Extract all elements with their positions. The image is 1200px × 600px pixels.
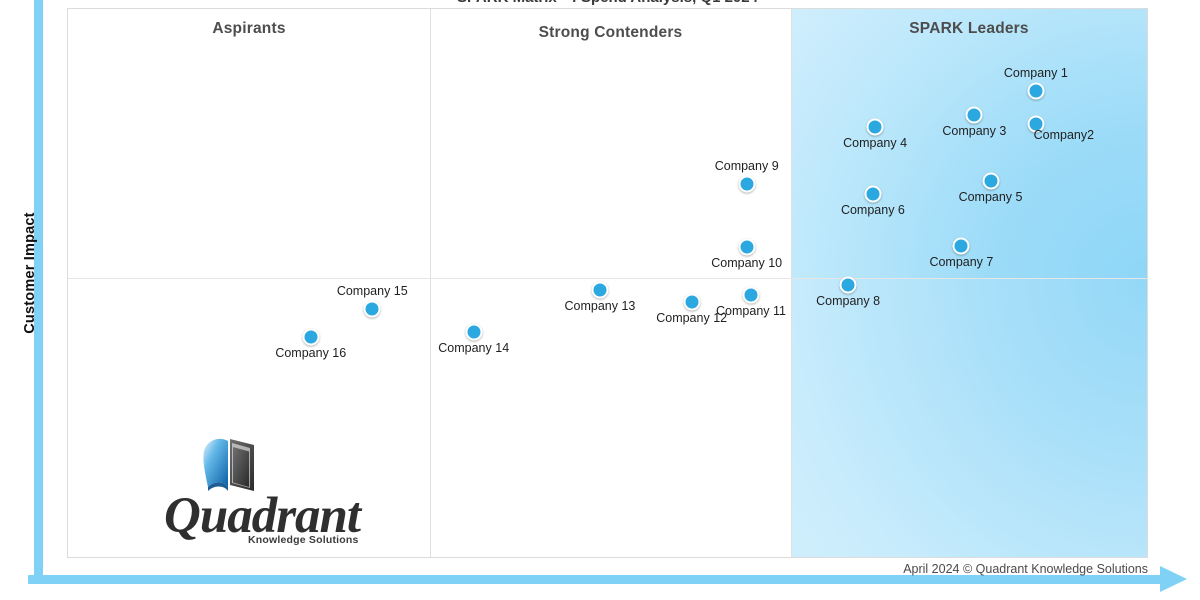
quadrant-logo: Quadrant Knowledge Solutions (164, 433, 379, 546)
data-point-label: Company 10 (711, 255, 783, 270)
data-point[interactable] (742, 286, 760, 304)
data-point-label: Company 6 (840, 203, 905, 218)
quadrant-aspirants-top (68, 9, 430, 278)
quadrant-leaders-bottom (791, 278, 1147, 557)
data-point[interactable] (965, 106, 983, 124)
quadrant-leaders-top (791, 9, 1147, 278)
data-point[interactable] (302, 328, 320, 346)
data-point-label: Company 12 (656, 311, 728, 326)
quadrant-title-aspirants: Aspirants (212, 20, 286, 37)
logo-tagline: Knowledge Solutions (248, 534, 359, 546)
quadrant-divider-right (791, 9, 792, 557)
data-point-label: Company 9 (714, 159, 779, 174)
plot-area: Aspirants Strong Contenders SPARK Leader… (67, 8, 1148, 558)
logo-wordmark: Quadrant (164, 488, 361, 544)
data-point[interactable] (866, 118, 884, 136)
y-axis-bar (34, 0, 43, 582)
data-point[interactable] (738, 175, 756, 193)
data-point-label: Company 8 (816, 294, 881, 309)
data-point[interactable] (683, 293, 701, 311)
data-point-label: Company2 (1033, 127, 1095, 142)
data-point-label: Company 4 (843, 135, 908, 150)
data-point-label: Company 3 (942, 123, 1007, 138)
data-point[interactable] (1027, 115, 1045, 133)
x-axis-bar (28, 575, 1168, 584)
chart-title: SPARK Matrix™: Spend Analysis, Q1 2024 (67, 0, 1148, 6)
quadrant-title-strong-contenders: Strong Contenders (538, 24, 683, 41)
data-point-label: Company 16 (275, 345, 347, 360)
data-point-label: Company 5 (958, 190, 1023, 205)
data-point-label: Company 14 (438, 340, 510, 355)
copyright-note: April 2024 © Quadrant Knowledge Solution… (903, 562, 1148, 576)
y-axis-label: Customer Impact (22, 212, 38, 334)
quadrant-divider-left (430, 9, 431, 557)
data-point[interactable] (591, 281, 609, 299)
data-point-label: Company 1 (1003, 66, 1068, 81)
quadrant-contenders-bottom (430, 278, 791, 557)
data-point-label: Company 13 (564, 299, 636, 314)
data-point[interactable] (465, 323, 483, 341)
data-point-label: Company 7 (929, 254, 994, 269)
quadrant-title-spark-leaders: SPARK Leaders (909, 20, 1029, 37)
data-point-label: Company 11 (716, 304, 786, 319)
data-point[interactable] (839, 276, 857, 294)
open-book-icon (203, 438, 254, 491)
quadrant-divider-horizontal (68, 278, 1147, 279)
data-point[interactable] (952, 237, 970, 255)
data-point[interactable] (363, 300, 381, 318)
quadrant-contenders-top (430, 9, 791, 278)
data-point[interactable] (982, 172, 1000, 190)
data-point[interactable] (738, 238, 756, 256)
data-point[interactable] (1027, 82, 1045, 100)
x-axis-arrow-icon (1160, 566, 1187, 592)
data-point[interactable] (864, 185, 882, 203)
data-point-label: Company 15 (336, 284, 408, 299)
